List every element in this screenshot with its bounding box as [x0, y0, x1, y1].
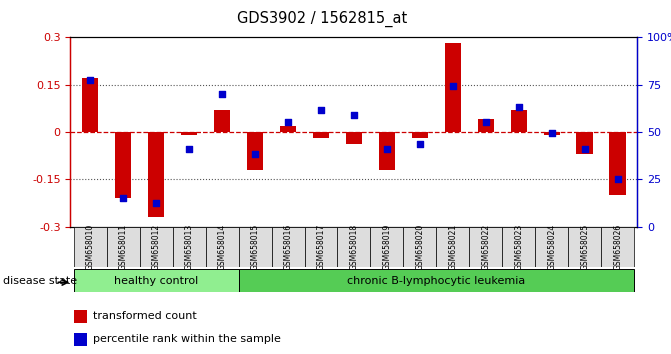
- Bar: [280, 126, 297, 132]
- Bar: [74, 310, 87, 323]
- FancyBboxPatch shape: [107, 227, 140, 267]
- FancyBboxPatch shape: [535, 227, 568, 267]
- Point: [480, 120, 491, 125]
- Bar: [609, 132, 626, 195]
- Point: [250, 151, 260, 157]
- FancyBboxPatch shape: [172, 227, 205, 267]
- Text: percentile rank within the sample: percentile rank within the sample: [93, 335, 280, 344]
- FancyBboxPatch shape: [436, 227, 469, 267]
- Bar: [148, 132, 164, 217]
- Text: GSM658023: GSM658023: [514, 224, 523, 270]
- FancyBboxPatch shape: [469, 227, 503, 267]
- Bar: [247, 132, 263, 170]
- Text: healthy control: healthy control: [114, 275, 199, 286]
- Bar: [346, 132, 362, 144]
- Text: GSM658016: GSM658016: [284, 224, 293, 270]
- Text: GSM658020: GSM658020: [415, 224, 424, 270]
- Bar: [511, 110, 527, 132]
- FancyBboxPatch shape: [601, 227, 634, 267]
- FancyBboxPatch shape: [74, 227, 107, 267]
- Point: [118, 195, 129, 201]
- Bar: [378, 132, 395, 170]
- Text: GSM658021: GSM658021: [448, 224, 458, 270]
- Bar: [82, 78, 99, 132]
- Point: [613, 176, 623, 182]
- FancyBboxPatch shape: [338, 227, 370, 267]
- FancyBboxPatch shape: [305, 227, 338, 267]
- Text: chronic B-lymphocytic leukemia: chronic B-lymphocytic leukemia: [347, 275, 525, 286]
- Point: [184, 147, 195, 152]
- Bar: [74, 333, 87, 346]
- Text: GSM658024: GSM658024: [548, 224, 556, 270]
- Point: [579, 147, 590, 152]
- Text: GSM658010: GSM658010: [86, 224, 95, 270]
- FancyBboxPatch shape: [272, 227, 305, 267]
- Bar: [214, 110, 230, 132]
- FancyBboxPatch shape: [239, 227, 272, 267]
- FancyBboxPatch shape: [205, 227, 239, 267]
- Point: [348, 112, 359, 117]
- Point: [415, 142, 425, 147]
- Bar: [478, 119, 494, 132]
- FancyBboxPatch shape: [74, 269, 239, 292]
- FancyBboxPatch shape: [239, 269, 634, 292]
- Bar: [576, 132, 593, 154]
- Text: GSM658018: GSM658018: [350, 224, 358, 270]
- Bar: [445, 44, 461, 132]
- Bar: [313, 132, 329, 138]
- Bar: [544, 132, 560, 135]
- Text: GSM658013: GSM658013: [185, 224, 194, 270]
- Text: GDS3902 / 1562815_at: GDS3902 / 1562815_at: [237, 11, 407, 27]
- Text: GSM658012: GSM658012: [152, 224, 160, 270]
- FancyBboxPatch shape: [503, 227, 535, 267]
- Point: [282, 120, 293, 125]
- Text: GSM658011: GSM658011: [119, 224, 127, 270]
- Point: [546, 131, 557, 136]
- FancyBboxPatch shape: [403, 227, 436, 267]
- Point: [382, 147, 393, 152]
- Bar: [115, 132, 132, 198]
- Text: GSM658026: GSM658026: [613, 224, 622, 270]
- Point: [151, 200, 162, 206]
- FancyBboxPatch shape: [370, 227, 403, 267]
- Text: GSM658017: GSM658017: [317, 224, 325, 270]
- Point: [315, 107, 326, 113]
- FancyBboxPatch shape: [568, 227, 601, 267]
- Point: [448, 83, 458, 89]
- Point: [85, 77, 95, 82]
- Text: transformed count: transformed count: [93, 312, 197, 321]
- Text: GSM658019: GSM658019: [382, 224, 391, 270]
- Text: GSM658022: GSM658022: [481, 224, 491, 270]
- Text: GSM658014: GSM658014: [217, 224, 227, 270]
- Text: GSM658025: GSM658025: [580, 224, 589, 270]
- Point: [513, 104, 524, 109]
- Text: disease state: disease state: [3, 275, 77, 286]
- Bar: [181, 132, 197, 135]
- Bar: [411, 132, 428, 138]
- Text: GSM658015: GSM658015: [250, 224, 260, 270]
- FancyBboxPatch shape: [140, 227, 172, 267]
- Point: [217, 91, 227, 97]
